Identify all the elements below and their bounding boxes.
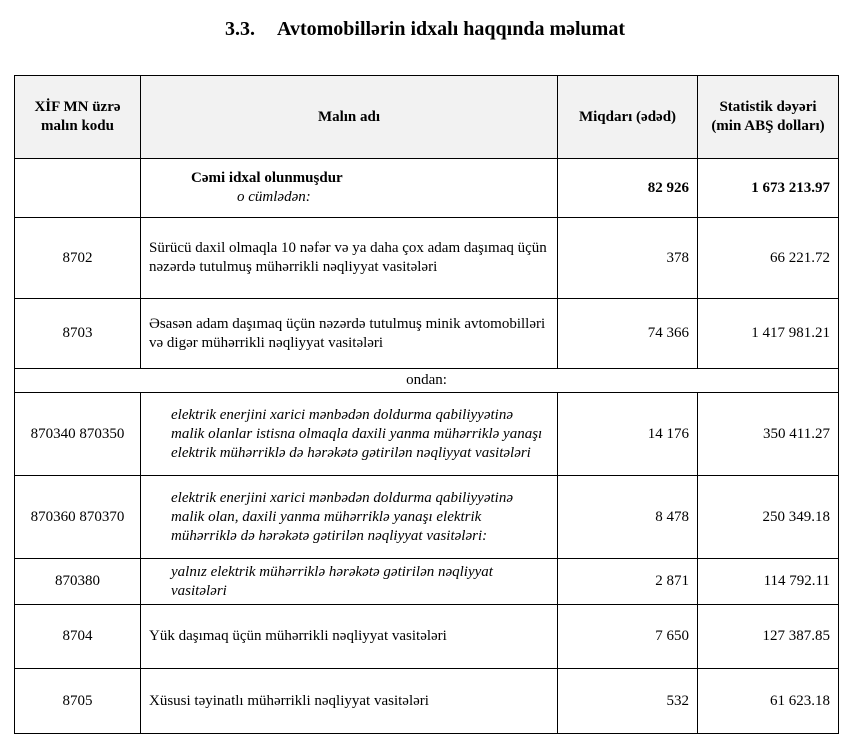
quantity-cell: 8 478: [557, 475, 698, 559]
name-cell: yalnız elektrik mühərriklə hərəkətə gəti…: [140, 558, 558, 605]
column-header: XİF MN üzrə malın kodu: [14, 75, 141, 159]
value-cell: 350 411.27: [697, 392, 839, 476]
value-cell: 250 349.18: [697, 475, 839, 559]
quantity-cell: 532: [557, 668, 698, 734]
quantity-cell: 14 176: [557, 392, 698, 476]
value-cell: 61 623.18: [697, 668, 839, 734]
section-number: 3.3.: [224, 18, 255, 40]
data-row: 8704 Yük daşımaq üçün mühərrikli nəqliyya…: [14, 604, 839, 669]
name-cell: elektrik enerjini xarici mənbədən doldur…: [140, 475, 558, 559]
value-cell: 1 417 981.21: [697, 298, 839, 369]
total-sublabel: o cümlədən:: [237, 189, 311, 205]
header-row: XİF MN üzrə malın kodu Malın adı Miqdarı (…: [14, 75, 839, 159]
quantity-cell: 2 871: [557, 558, 698, 605]
name-cell: Sürücü daxil olmaqla 10 nəfər və ya daha…: [140, 217, 558, 299]
quantity-cell: 82 926: [557, 158, 698, 218]
code-cell: 870340 870350: [14, 392, 141, 476]
name-cell: Əsasən adam daşımaq üçün nəzərdə tutulmu…: [140, 298, 558, 369]
name-cell: Yük daşımaq üçün mühərrikli nəqliyyat va…: [140, 604, 558, 669]
code-cell: 870380: [14, 558, 141, 605]
code-cell: 8705: [14, 668, 141, 734]
title: 3.3. Avtomobillərin idxalı haqqında məlum…: [0, 18, 850, 41]
data-row: 8705 Xüsusi təyinatlı mühərrikli nəqliyya…: [14, 668, 839, 734]
title-text: Avtomobillərin idxalı haqqında məlumat: [276, 18, 625, 40]
code-cell: 870360 870370: [14, 475, 141, 559]
table-body: Cəmi idxal olunmuşdur o cümlədən: 82 926 1 …: [14, 158, 839, 734]
value-cell: 114 792.11: [697, 558, 839, 605]
code-cell: [14, 158, 141, 218]
column-header: Statistik dəyəri (min ABŞ dolları): [697, 75, 839, 159]
value-cell: 66 221.72: [697, 217, 839, 299]
value-cell: 127 387.85: [697, 604, 839, 669]
import-table: XİF MN üzrə malın kodu Malın adı Miqdarı (…: [14, 75, 839, 734]
data-row: ondan:: [14, 368, 839, 393]
total-label-cell: Cəmi idxal olunmuşdur o cümlədən:: [140, 158, 558, 218]
table-head: XİF MN üzrə malın kodu Malın adı Miqdarı (…: [14, 75, 839, 159]
data-row: 870380 yalnız elektrik mühərriklə hərəkət…: [14, 558, 839, 605]
total-label: Cəmi idxal olunmuşdur: [191, 170, 343, 186]
value-cell: 1 673 213.97: [697, 158, 839, 218]
total-row: Cəmi idxal olunmuşdur o cümlədən: 82 926 1 …: [14, 158, 839, 218]
quantity-cell: 7 650: [557, 604, 698, 669]
data-row: 8703 Əsasən adam daşımaq üçün nəzərdə tut…: [14, 298, 839, 369]
name-cell: Xüsusi təyinatlı mühərrikli nəqliyyat va…: [140, 668, 558, 734]
code-cell: 8702: [14, 217, 141, 299]
code-cell: 8704: [14, 604, 141, 669]
data-row: 870360 870370 elektrik enerjini xarici mə…: [14, 475, 839, 559]
note-cell: ondan:: [14, 368, 839, 393]
code-cell: 8703: [14, 298, 141, 369]
column-header: Malın adı: [140, 75, 558, 159]
column-header: Miqdarı (ədəd): [557, 75, 698, 159]
data-row: 8702 Sürücü daxil olmaqla 10 nəfər və ya …: [14, 217, 839, 299]
quantity-cell: 378: [557, 217, 698, 299]
quantity-cell: 74 366: [557, 298, 698, 369]
data-row: 870340 870350 elektrik enerjini xarici mə…: [14, 392, 839, 476]
name-cell: elektrik enerjini xarici mənbədən doldur…: [140, 392, 558, 476]
